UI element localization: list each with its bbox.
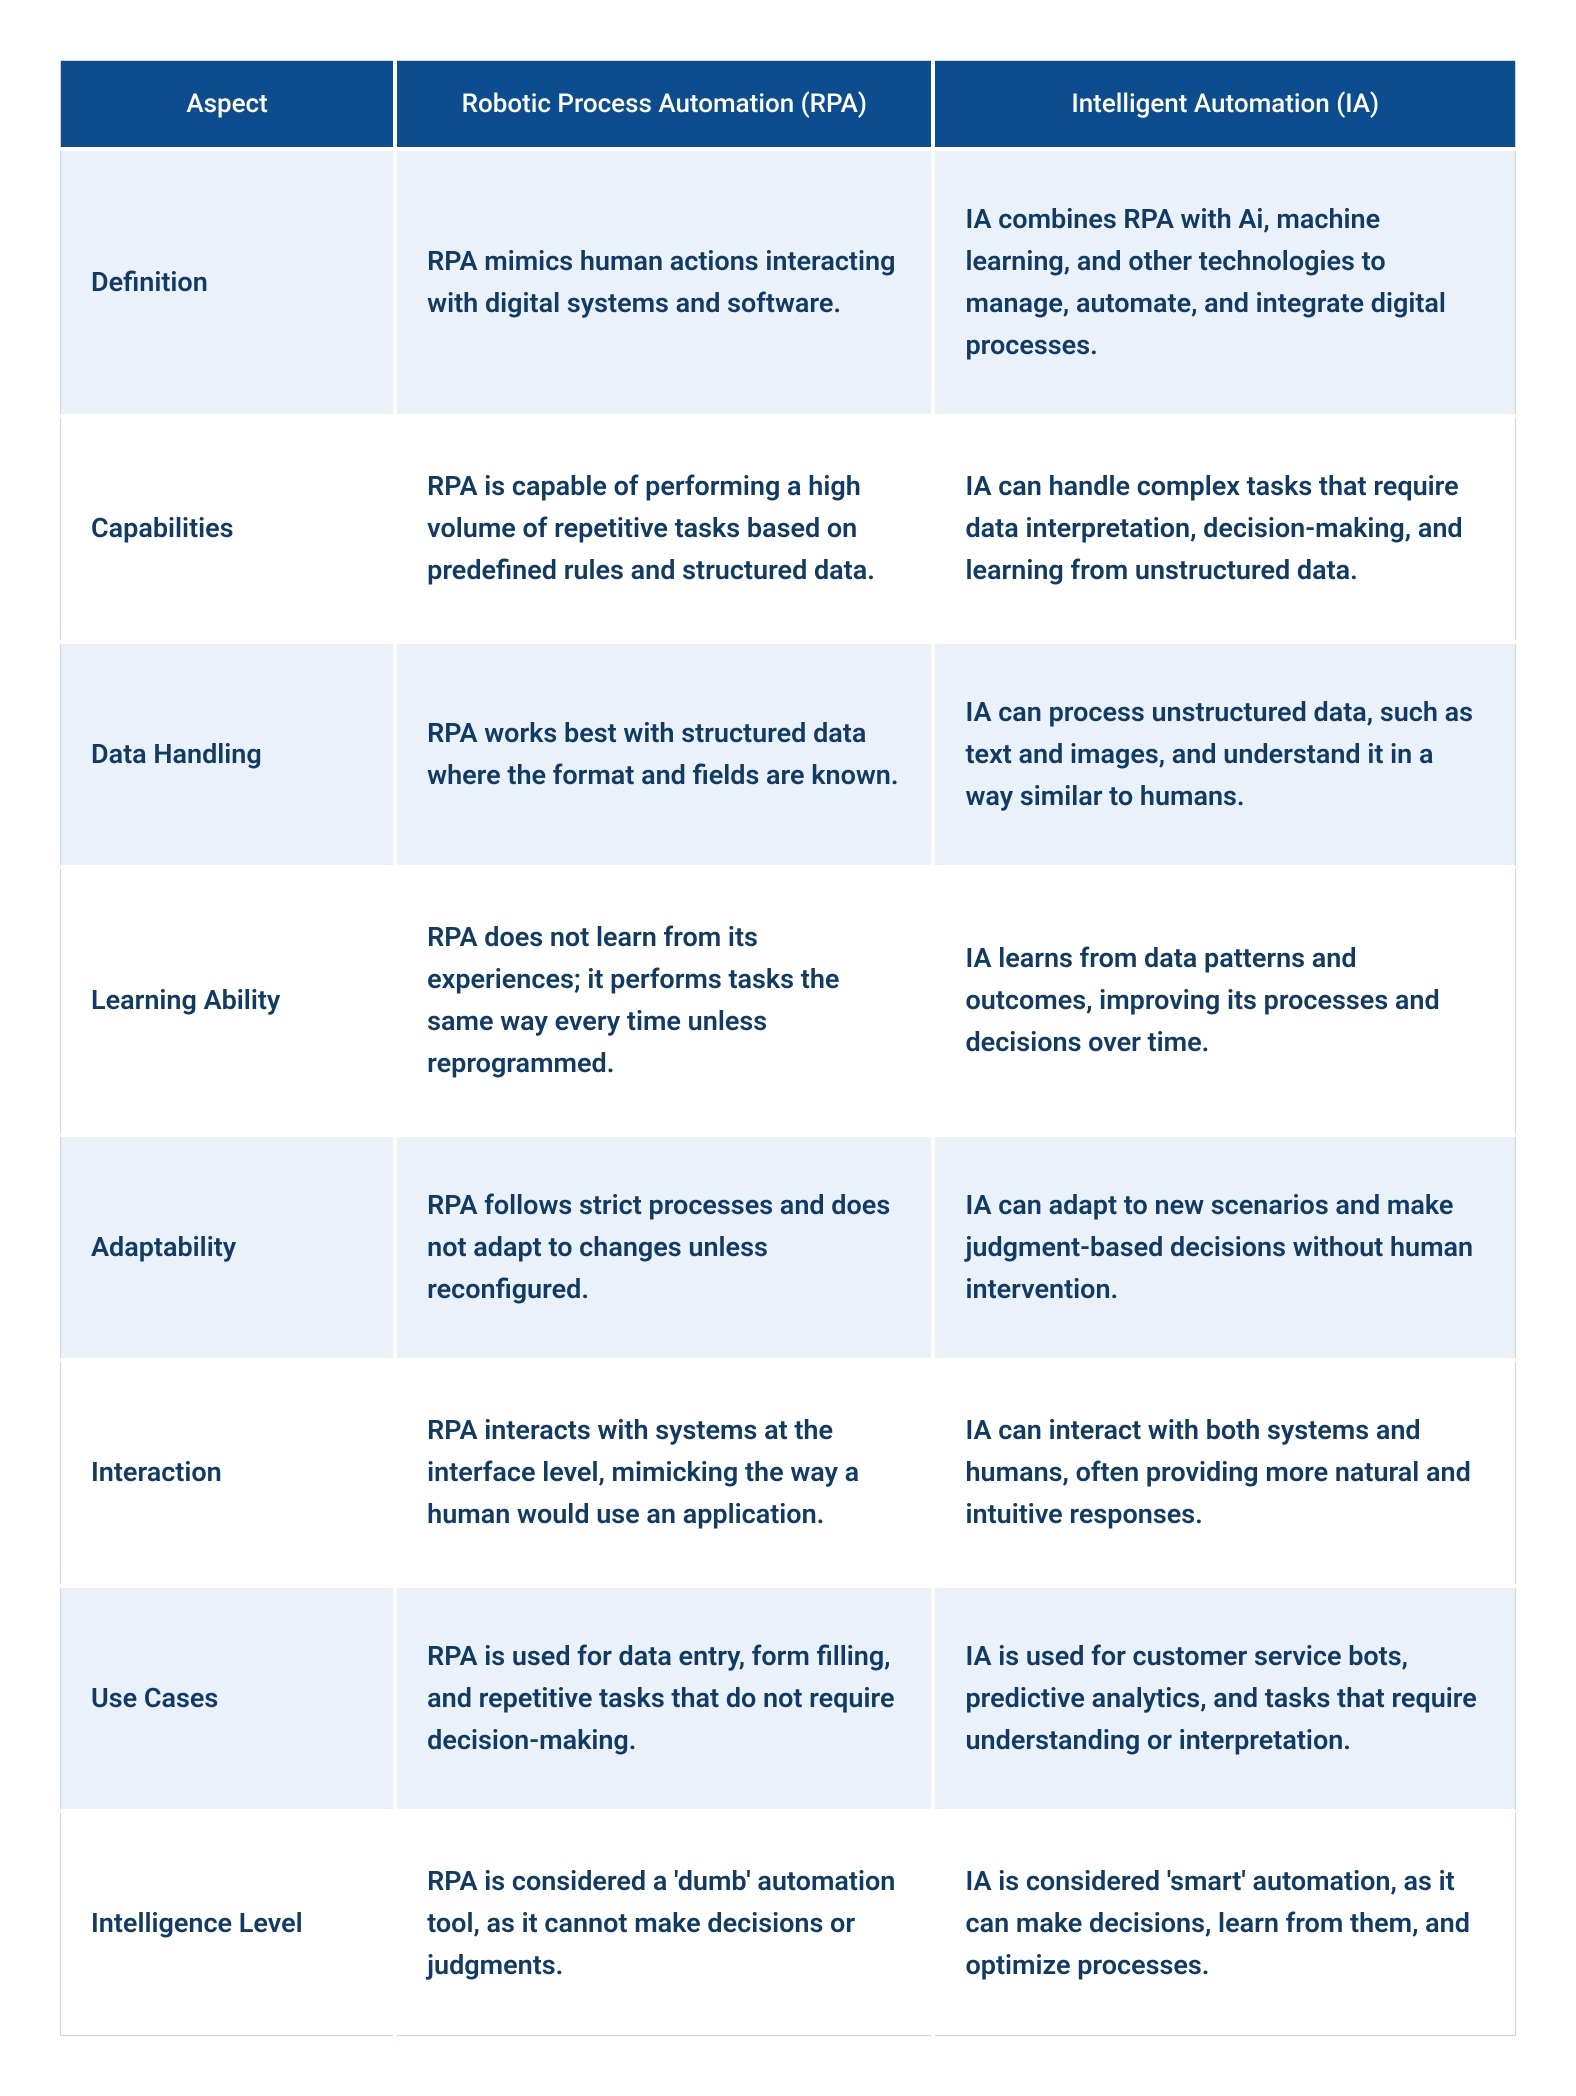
ia-cell: IA can process unstructured data, such a… bbox=[933, 642, 1515, 868]
table-body: DefinitionRPA mimics human actions inter… bbox=[61, 149, 1516, 2035]
table-header-row: Aspect Robotic Process Automation (RPA) … bbox=[61, 61, 1516, 150]
aspect-cell: Definition bbox=[61, 149, 396, 416]
ia-cell: IA can interact with both systems and hu… bbox=[933, 1360, 1515, 1586]
rpa-cell: RPA does not learn from its experiences;… bbox=[395, 867, 933, 1134]
table-row: Data HandlingRPA works best with structu… bbox=[61, 642, 1516, 868]
aspect-cell: Adaptability bbox=[61, 1135, 396, 1361]
rpa-cell: RPA is considered a 'dumb' automation to… bbox=[395, 1811, 933, 2035]
table-head: Aspect Robotic Process Automation (RPA) … bbox=[61, 61, 1516, 150]
ia-cell: IA can handle complex tasks that require… bbox=[933, 416, 1515, 642]
table-row: AdaptabilityRPA follows strict processes… bbox=[61, 1135, 1516, 1361]
table-row: InteractionRPA interacts with systems at… bbox=[61, 1360, 1516, 1586]
rpa-cell: RPA is used for data entry, form filling… bbox=[395, 1586, 933, 1812]
aspect-cell: Intelligence Level bbox=[61, 1811, 396, 2035]
ia-cell: IA combines RPA with Ai, machine learnin… bbox=[933, 149, 1515, 416]
table-row: Learning AbilityRPA does not learn from … bbox=[61, 867, 1516, 1134]
ia-cell: IA learns from data patterns and outcome… bbox=[933, 867, 1515, 1134]
rpa-cell: RPA works best with structured data wher… bbox=[395, 642, 933, 868]
table-row: Intelligence LevelRPA is considered a 'd… bbox=[61, 1811, 1516, 2035]
rpa-cell: RPA mimics human actions interacting wit… bbox=[395, 149, 933, 416]
col-header-rpa: Robotic Process Automation (RPA) bbox=[395, 61, 933, 150]
rpa-cell: RPA interacts with systems at the interf… bbox=[395, 1360, 933, 1586]
ia-cell: IA is considered 'smart' automation, as … bbox=[933, 1811, 1515, 2035]
col-header-aspect: Aspect bbox=[61, 61, 396, 150]
page: Aspect Robotic Process Automation (RPA) … bbox=[0, 0, 1576, 2096]
table-row: CapabilitiesRPA is capable of performing… bbox=[61, 416, 1516, 642]
col-header-ia: Intelligent Automation (IA) bbox=[933, 61, 1515, 150]
aspect-cell: Use Cases bbox=[61, 1586, 396, 1812]
aspect-cell: Data Handling bbox=[61, 642, 396, 868]
aspect-cell: Capabilities bbox=[61, 416, 396, 642]
ia-cell: IA can adapt to new scenarios and make j… bbox=[933, 1135, 1515, 1361]
aspect-cell: Learning Ability bbox=[61, 867, 396, 1134]
table-row: Use CasesRPA is used for data entry, for… bbox=[61, 1586, 1516, 1812]
rpa-cell: RPA is capable of performing a high volu… bbox=[395, 416, 933, 642]
ia-cell: IA is used for customer service bots, pr… bbox=[933, 1586, 1515, 1812]
rpa-cell: RPA follows strict processes and does no… bbox=[395, 1135, 933, 1361]
table-row: DefinitionRPA mimics human actions inter… bbox=[61, 149, 1516, 416]
aspect-cell: Interaction bbox=[61, 1360, 396, 1586]
comparison-table: Aspect Robotic Process Automation (RPA) … bbox=[60, 60, 1516, 2036]
